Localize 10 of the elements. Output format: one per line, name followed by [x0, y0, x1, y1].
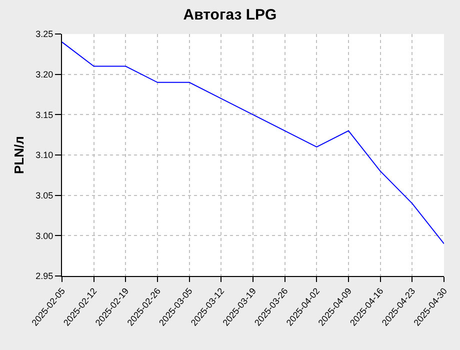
y-tick-label: 3.15	[36, 110, 54, 120]
y-tick-label: 3.00	[36, 230, 54, 241]
y-tick-label: 3.25	[36, 29, 54, 40]
y-tick-label: 2.95	[36, 271, 54, 282]
line-series	[62, 42, 444, 244]
y-tick-label: 3.20	[36, 69, 54, 80]
chart-title: Автогаз LPG	[183, 6, 277, 24]
y-axis-title: PLN/л	[12, 136, 27, 174]
y-tick-label: 3.05	[36, 190, 54, 200]
y-tick-label: 3.10	[36, 150, 54, 160]
